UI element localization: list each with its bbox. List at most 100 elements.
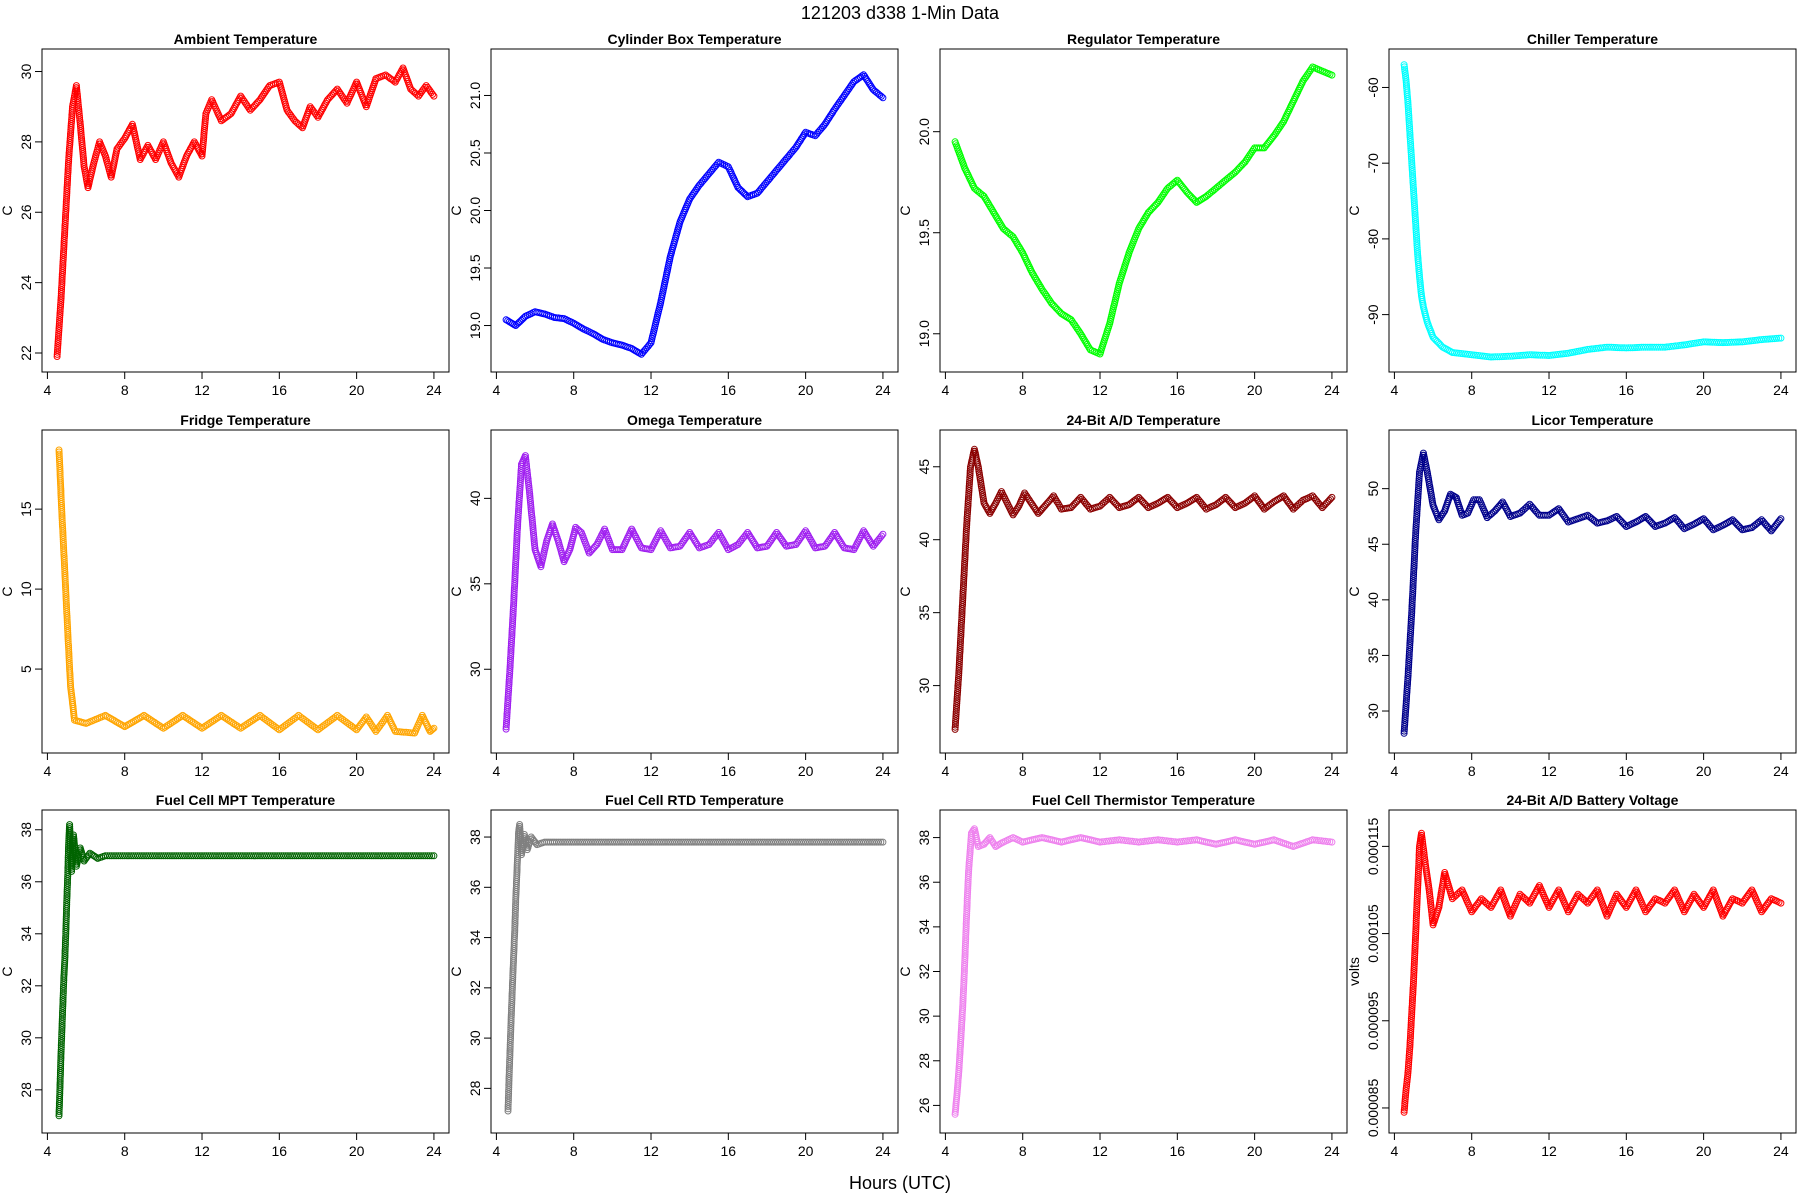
data-point [56, 316, 64, 324]
data-point [428, 852, 436, 860]
data-point [1427, 906, 1435, 914]
data-point [1406, 133, 1414, 141]
data-point [1317, 502, 1325, 510]
data-point [1133, 495, 1141, 503]
data-point [962, 528, 970, 536]
data-point [745, 530, 753, 538]
y-tick-label: 32 [916, 964, 932, 980]
data-point [511, 920, 519, 928]
data-point [1412, 932, 1420, 940]
data-point [964, 506, 972, 514]
data-point [1650, 521, 1658, 529]
x-tick-label: 16 [721, 1143, 737, 1159]
x-axis: 4 8 12 16 20 24 [942, 371, 1340, 398]
data-point [1407, 1026, 1415, 1033]
y-tick-label: 40 [1365, 592, 1381, 608]
data-point [505, 1090, 513, 1098]
data-point [1071, 321, 1079, 329]
data-point [55, 322, 63, 330]
data-point [256, 96, 264, 104]
data-point [1541, 351, 1549, 359]
data-point [237, 724, 245, 732]
data-point [54, 333, 62, 341]
data-point [1404, 105, 1412, 113]
x-axis: 4 8 12 16 20 24 [942, 752, 1340, 779]
data-point [142, 713, 150, 721]
x-tick-label: 12 [1541, 382, 1557, 398]
data-point [982, 503, 990, 511]
data-point [226, 717, 234, 725]
data-point [221, 714, 229, 722]
data-point [1408, 605, 1416, 613]
data-point [57, 1041, 65, 1049]
data-point [1032, 275, 1040, 282]
data-point [961, 547, 969, 555]
data-point [137, 154, 145, 162]
data-point [957, 622, 965, 630]
data-point [1410, 562, 1418, 570]
data-point [1410, 564, 1418, 572]
y-tick-label: 26 [18, 204, 34, 220]
data-point [798, 133, 806, 141]
data-point [952, 712, 960, 720]
y-tick-label: 34 [18, 926, 34, 942]
data-point [512, 905, 519, 912]
data-point [207, 718, 215, 726]
data-point [55, 327, 63, 334]
x-tick-label: 8 [1019, 763, 1027, 779]
data-point [57, 1039, 65, 1047]
data-point [245, 105, 253, 112]
data-point [1414, 875, 1422, 883]
data-point [228, 718, 236, 726]
data-point [214, 714, 222, 722]
data-point [1409, 581, 1417, 589]
data-point [151, 718, 159, 726]
data-point [1169, 838, 1177, 846]
x-tick-label: 16 [721, 382, 737, 398]
data-point [1775, 334, 1783, 342]
data-point [1140, 216, 1148, 224]
data-point [1407, 1028, 1415, 1036]
data-point [1411, 536, 1419, 544]
data-point [1138, 219, 1146, 227]
data-point [962, 543, 969, 551]
y-tick-label: 28 [467, 1080, 483, 1096]
data-point [338, 92, 346, 100]
data-point [1409, 995, 1416, 1003]
data-point [1084, 342, 1092, 350]
data-point [1410, 964, 1418, 972]
data-point [1013, 240, 1021, 248]
data-point [1404, 1063, 1412, 1070]
data-point [1410, 960, 1418, 968]
data-point [370, 724, 377, 732]
series-points [951, 825, 1336, 1118]
x-tick-label: 24 [426, 763, 442, 779]
data-point [1529, 894, 1537, 902]
data-point [1400, 63, 1408, 71]
data-point [1405, 114, 1413, 122]
data-point [1414, 882, 1422, 890]
data-point [1297, 498, 1305, 506]
chart-title: Fuel Cell MPT Temperature [156, 792, 336, 808]
x-axis: 4 8 12 16 20 24 [44, 1132, 442, 1159]
data-point [144, 714, 152, 722]
data-point [1410, 962, 1418, 970]
data-point [1411, 943, 1419, 951]
data-point [1014, 242, 1022, 250]
data-point [1427, 901, 1435, 909]
data-point [1410, 185, 1417, 193]
data-point [1627, 344, 1635, 352]
data-point [964, 508, 971, 516]
data-point [429, 725, 437, 733]
data-point [1404, 674, 1412, 682]
data-point [987, 835, 995, 843]
data-point [1565, 906, 1573, 914]
data-point [532, 839, 540, 847]
chart-title: Fridge Temperature [180, 412, 311, 428]
data-point [367, 720, 375, 728]
data-point [62, 936, 69, 944]
data-point [829, 530, 837, 538]
data-point [1245, 153, 1253, 161]
